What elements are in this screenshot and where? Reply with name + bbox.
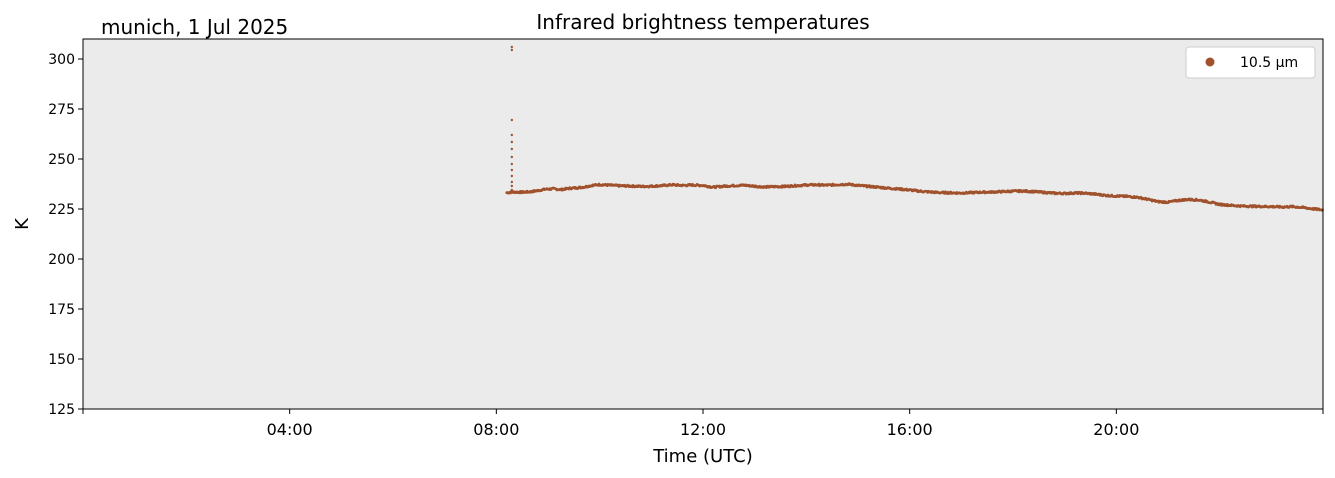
data-point bbox=[510, 133, 514, 137]
data-point bbox=[510, 140, 514, 144]
x-tick-label: 16:00 bbox=[887, 420, 933, 439]
data-point bbox=[510, 48, 514, 52]
legend-label: 10.5 µm bbox=[1240, 55, 1298, 71]
x-axis-label: Time (UTC) bbox=[652, 446, 753, 467]
data-points bbox=[505, 45, 1324, 212]
y-tick-label: 225 bbox=[48, 202, 75, 218]
x-axis: 04:00 08:00 12:00 16:00 20:00 bbox=[82, 409, 1324, 439]
y-tick-label: 125 bbox=[48, 402, 75, 418]
y-tick-label: 300 bbox=[48, 52, 75, 68]
data-point bbox=[510, 45, 514, 49]
x-tick-label: 20:00 bbox=[1093, 420, 1139, 439]
y-tick-label: 275 bbox=[48, 102, 75, 118]
y-axis: 125 150 175 200 225 250 275 300 bbox=[48, 52, 83, 418]
x-tick-label: 12:00 bbox=[680, 420, 726, 439]
data-point bbox=[510, 188, 514, 192]
y-tick-label: 200 bbox=[48, 252, 75, 268]
chart-title: Infrared brightness temperatures bbox=[536, 10, 869, 34]
y-tick-label: 175 bbox=[48, 302, 75, 318]
legend-marker bbox=[1205, 57, 1215, 67]
location-date-label: munich, 1 Jul 2025 bbox=[101, 15, 288, 39]
y-tick-label: 250 bbox=[48, 152, 75, 168]
data-point bbox=[510, 184, 514, 188]
data-point bbox=[510, 147, 514, 151]
x-tick-label: 04:00 bbox=[267, 420, 313, 439]
data-point bbox=[510, 162, 514, 166]
plot-area bbox=[83, 39, 1323, 409]
data-point bbox=[510, 168, 514, 172]
y-tick-label: 150 bbox=[48, 352, 75, 368]
legend: 10.5 µm bbox=[1185, 46, 1316, 79]
data-point bbox=[510, 174, 514, 178]
x-tick-label: 08:00 bbox=[473, 420, 519, 439]
y-axis-label: K bbox=[12, 217, 33, 230]
data-point bbox=[510, 180, 514, 184]
legend-box bbox=[1185, 46, 1316, 79]
data-point bbox=[510, 118, 514, 122]
data-point bbox=[510, 155, 514, 159]
